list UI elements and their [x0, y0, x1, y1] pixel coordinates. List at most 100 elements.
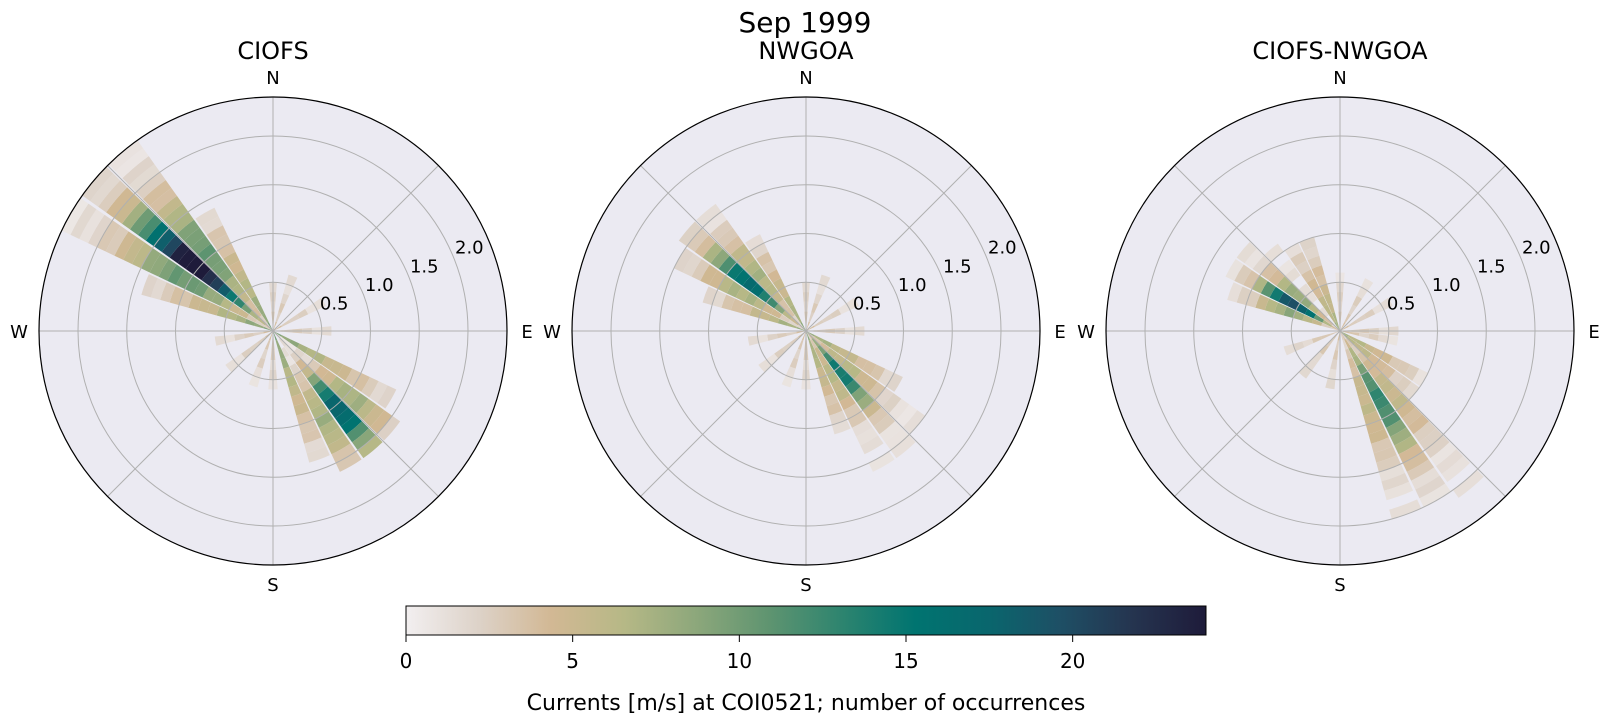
- histogram-bin: [212, 234, 232, 251]
- histogram-bin: [768, 314, 780, 324]
- histogram-bin: [257, 336, 267, 345]
- histogram-bin: [342, 387, 361, 407]
- histogram-bin: [1324, 317, 1334, 326]
- histogram-bin: [1319, 307, 1329, 318]
- histogram-bin: [264, 325, 273, 331]
- radial-tick-label: 1.5: [943, 256, 972, 277]
- histogram-bin: [335, 381, 353, 400]
- histogram-bin: [268, 331, 273, 341]
- histogram-bin: [1307, 255, 1322, 269]
- histogram-bin: [153, 228, 176, 252]
- histogram-bin: [297, 308, 309, 319]
- histogram-bin: [818, 274, 831, 287]
- histogram-bin: [289, 314, 300, 323]
- histogram-bin: [862, 400, 882, 419]
- histogram-bin: [283, 284, 294, 296]
- histogram-bin: [1278, 292, 1292, 306]
- histogram-bin: [177, 219, 200, 241]
- histogram-bin: [305, 347, 318, 359]
- histogram-bin: [1348, 347, 1357, 358]
- histogram-bin: [814, 347, 823, 358]
- histogram-bin: [313, 297, 326, 311]
- histogram-bin: [278, 348, 286, 360]
- histogram-bin: [1269, 286, 1284, 302]
- histogram-bin: [275, 339, 282, 350]
- histogram-bin: [1360, 347, 1372, 359]
- histogram-bin: [856, 427, 878, 446]
- histogram-bin: [1436, 449, 1464, 475]
- histogram-bin: [206, 225, 227, 243]
- histogram-bin: [254, 322, 265, 329]
- histogram-bin: [252, 366, 263, 378]
- direction-label: W: [543, 322, 561, 343]
- histogram-bin: [751, 267, 767, 283]
- histogram-bin: [1351, 344, 1361, 355]
- histogram-bin: [267, 322, 273, 331]
- histogram-bin: [822, 314, 833, 323]
- histogram-bin: [321, 356, 335, 370]
- histogram-bin: [98, 180, 128, 213]
- histogram-bin: [1298, 365, 1312, 379]
- histogram-bin: [1349, 331, 1360, 336]
- histogram-bin: [1298, 283, 1312, 297]
- histogram-bin: [1381, 411, 1401, 428]
- histogram-bin: [226, 310, 238, 321]
- histogram-bin: [1308, 303, 1320, 315]
- histogram-bin: [197, 243, 217, 262]
- histogram-bin: [1344, 339, 1352, 349]
- histogram-bin: [1311, 318, 1323, 326]
- histogram-bin: [1317, 295, 1328, 307]
- histogram-bin: [1322, 319, 1332, 327]
- histogram-bin: [323, 427, 345, 446]
- histogram-bin: [158, 259, 177, 281]
- histogram-bin: [1236, 286, 1252, 306]
- histogram-bin: [796, 331, 806, 334]
- histogram-bin: [329, 400, 349, 419]
- histogram-bin: [301, 365, 315, 379]
- histogram-bin: [328, 376, 345, 393]
- histogram-bin: [253, 331, 264, 336]
- histogram-bin: [817, 344, 827, 355]
- histogram-bin: [1380, 297, 1393, 311]
- histogram-bin: [145, 221, 169, 247]
- histogram-bin: [140, 247, 161, 273]
- histogram-bin: [1328, 313, 1336, 323]
- panel-title: NWGOA: [758, 37, 854, 65]
- histogram-bin: [1319, 344, 1329, 355]
- histogram-bin: [1332, 349, 1339, 361]
- histogram-bin: [831, 419, 851, 435]
- histogram-bin: [1388, 356, 1402, 370]
- histogram-bin: [193, 262, 211, 281]
- histogram-bin: [329, 360, 344, 376]
- figure-title: Sep 1999: [739, 6, 872, 39]
- histogram-bin: [1355, 384, 1369, 397]
- histogram-bins: [673, 203, 926, 472]
- histogram-bin: [245, 299, 257, 311]
- histogram-bin: [225, 289, 239, 303]
- histogram-bin: [204, 251, 223, 269]
- radial-tick-label: 2.0: [1522, 238, 1551, 259]
- histogram-bin: [252, 307, 262, 318]
- histogram-bin: [1350, 366, 1361, 378]
- histogram-bin: [790, 317, 800, 326]
- histogram-bin: [700, 264, 718, 285]
- histogram-bin: [209, 276, 225, 292]
- histogram-bin: [225, 275, 240, 290]
- histogram-bin: [306, 446, 330, 463]
- angular-grid-line: [1174, 165, 1341, 332]
- histogram-bin: [285, 274, 298, 287]
- histogram-bin: [816, 284, 827, 296]
- direction-label: E: [1588, 322, 1599, 343]
- histogram-bin: [1396, 400, 1416, 419]
- histogram-bin: [758, 359, 772, 373]
- histogram-bin: [289, 339, 300, 348]
- histogram-bin: [1390, 393, 1409, 411]
- histogram-bin: [774, 347, 786, 359]
- histogram-bin: [1323, 304, 1332, 315]
- histogram-bin: [1368, 365, 1382, 379]
- histogram-bin: [777, 318, 789, 326]
- histogram-bin: [787, 322, 798, 329]
- histogram-bin: [782, 342, 793, 352]
- histogram-bin: [1364, 308, 1376, 319]
- histogram-bin: [1346, 336, 1356, 345]
